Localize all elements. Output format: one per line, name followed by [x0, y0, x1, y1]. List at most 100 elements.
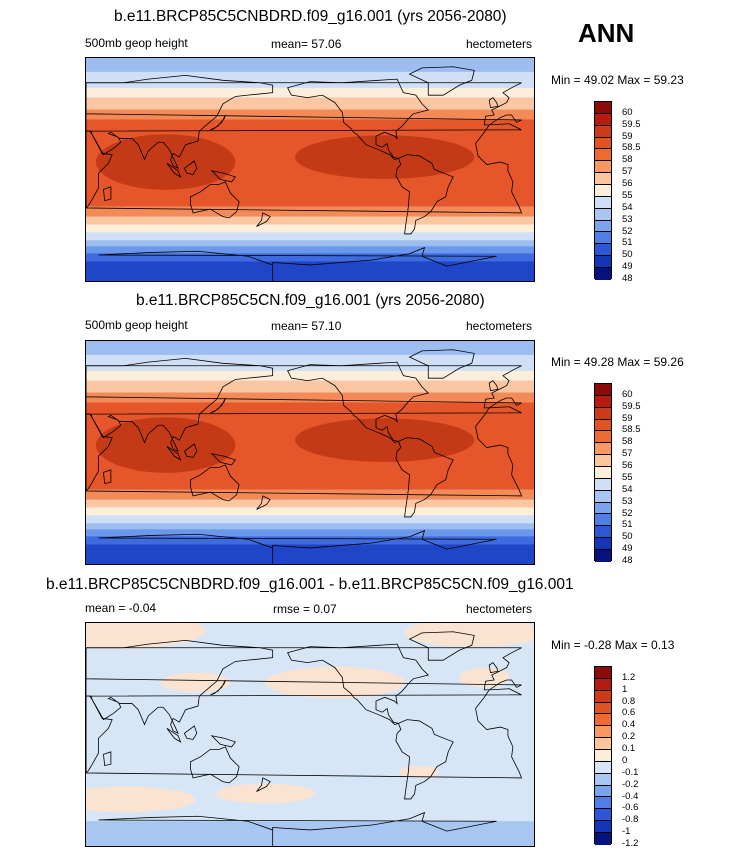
colorbar-swatch — [595, 761, 611, 774]
colorbar-swatch — [595, 797, 611, 810]
colorbar-tick-label: 60 — [622, 106, 633, 118]
colorbar-tick-label: 54 — [622, 201, 633, 213]
colorbar-tick-label: 0.8 — [622, 695, 636, 707]
colorbar-tick-label: 52 — [622, 225, 633, 237]
panel3-mean-label: mean = -0.04 — [85, 601, 157, 615]
panel1-mean-label: mean= 57.06 — [271, 37, 342, 51]
colorbar-swatch — [595, 395, 611, 408]
colorbar-tick-label: 58 — [622, 154, 633, 166]
colorbar-swatch — [595, 431, 611, 444]
colorbar-swatch — [595, 232, 611, 245]
colorbar-tick-label: 56 — [622, 178, 633, 190]
colorbar-swatch — [595, 125, 611, 138]
colorbar-swatch — [595, 102, 611, 114]
panel2-mean-label: mean= 57.10 — [271, 319, 342, 333]
colorbar-tick-label: 0.2 — [622, 731, 636, 743]
colorbar-swatch — [595, 173, 611, 186]
colorbar-swatch — [595, 384, 611, 396]
colorbar-swatch — [595, 256, 611, 269]
colorbar-swatch — [595, 667, 611, 679]
panel1-field-label: 500mb geop height — [85, 36, 188, 50]
colorbar-swatch — [595, 196, 611, 209]
colorbar-tick-label: 48 — [622, 555, 633, 566]
colorbar-swatch — [595, 714, 611, 727]
colorbar-swatch — [595, 137, 611, 150]
colorbar-tick-label: 1 — [622, 683, 628, 695]
panel1-title: b.e11.BRCP85C5CNBDRD.f09_g16.001 (yrs 20… — [114, 8, 507, 25]
colorbar-swatch — [595, 726, 611, 739]
colorbar-swatch — [595, 268, 611, 280]
colorbar-swatch — [595, 113, 611, 126]
colorbar-swatch — [595, 161, 611, 174]
colorbar-tick-label: -0.8 — [622, 814, 639, 826]
colorbar-swatch — [595, 419, 611, 432]
colorbar-swatch — [595, 690, 611, 703]
panel3-units-label: hectometers — [466, 602, 533, 616]
colorbar-tick-label: 53 — [622, 213, 633, 225]
colorbar-tick-label: 51 — [622, 237, 633, 249]
colorbar-swatch — [595, 185, 611, 197]
colorbar-tick-label: 59 — [622, 130, 633, 142]
panel3-minmax: Min = -0.28 Max = 0.13 — [551, 638, 675, 652]
panel1-map — [85, 57, 535, 282]
colorbar-tick-label: 53 — [622, 495, 633, 507]
colorbar-tick-label: -0.2 — [622, 778, 639, 790]
colorbar-swatch — [595, 550, 611, 562]
colorbar-swatch — [595, 244, 611, 257]
colorbar-swatch — [595, 490, 611, 503]
panel3-map — [85, 622, 535, 847]
colorbar-tick-label: 54 — [622, 483, 633, 495]
colorbar-tick-label: 0.4 — [622, 719, 636, 731]
colorbar-tick-label: 57 — [622, 448, 633, 460]
colorbar-swatch — [595, 750, 611, 762]
colorbar-tick-label: 51 — [622, 519, 633, 531]
colorbar-tick-label: 49 — [622, 261, 633, 273]
colorbar-tick-label: 48 — [622, 273, 633, 284]
colorbar-swatch — [595, 455, 611, 468]
colorbar-tick-label: 0.6 — [622, 707, 636, 719]
colorbar-swatch — [595, 785, 611, 798]
colorbar-swatch — [595, 702, 611, 715]
colorbar-swatch — [595, 773, 611, 786]
colorbar-swatch — [595, 478, 611, 491]
colorbar-tick-label: 59.5 — [622, 400, 641, 412]
colorbar-tick-label: 58.5 — [622, 142, 641, 154]
colorbar-swatch — [595, 821, 611, 834]
colorbar-tick-label: 49 — [622, 543, 633, 555]
panel2-title: b.e11.BRCP85C5CN.f09_g16.001 (yrs 2056-2… — [136, 292, 485, 309]
panel1-colorbar — [594, 101, 612, 280]
colorbar-tick-label: 55 — [622, 471, 633, 483]
panel2-units-label: hectometers — [466, 319, 533, 333]
panel3-rmse-label: rmse = 0.07 — [273, 602, 337, 616]
colorbar-tick-label: 55 — [622, 189, 633, 201]
season-label: ANN — [578, 18, 635, 48]
colorbar-tick-label: 59.5 — [622, 118, 641, 130]
panel3-title: b.e11.BRCP85C5CNBDRD.f09_g16.001 - b.e11… — [46, 576, 574, 593]
colorbar-tick-label: -0.1 — [622, 766, 639, 778]
panel1-minmax: Min = 49.02 Max = 59.23 — [551, 73, 684, 87]
panel2-colorbar — [594, 383, 612, 562]
colorbar-swatch — [595, 538, 611, 551]
colorbar-tick-label: 59 — [622, 412, 633, 424]
colorbar-tick-label: -1.2 — [622, 838, 639, 849]
panel2-field-label: 500mb geop height — [85, 318, 188, 332]
colorbar-tick-label: 1.2 — [622, 671, 636, 683]
panel2-minmax: Min = 49.28 Max = 59.26 — [551, 355, 684, 369]
colorbar-tick-label: 58 — [622, 436, 633, 448]
colorbar-swatch — [595, 149, 611, 162]
colorbar-swatch — [595, 678, 611, 691]
colorbar-swatch — [595, 514, 611, 527]
colorbar-swatch — [595, 738, 611, 751]
colorbar-tick-label: 0.1 — [622, 743, 636, 755]
colorbar-swatch — [595, 526, 611, 539]
colorbar-swatch — [595, 443, 611, 456]
panel1-units-label: hectometers — [466, 37, 533, 51]
colorbar-tick-label: 52 — [622, 507, 633, 519]
colorbar-tick-label: 50 — [622, 531, 633, 543]
colorbar-swatch — [595, 833, 611, 845]
panel2-map — [85, 340, 535, 565]
colorbar-tick-label: 56 — [622, 460, 633, 472]
colorbar-tick-label: 60 — [622, 388, 633, 400]
colorbar-tick-label: -1 — [622, 826, 631, 838]
colorbar-tick-label: 50 — [622, 249, 633, 261]
